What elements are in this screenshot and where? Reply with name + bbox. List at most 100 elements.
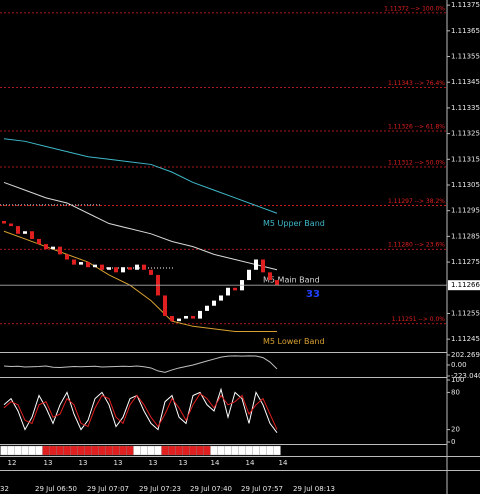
- band-label: M5 Upper Band: [263, 219, 325, 228]
- state-bar: [35, 445, 43, 456]
- state-bar: [231, 445, 239, 456]
- x-tick-label: 13: [44, 459, 53, 467]
- state-bar: [0, 445, 8, 456]
- x-tick-label: 13: [179, 459, 188, 467]
- state-bar: [105, 445, 113, 456]
- state-bar: [210, 445, 218, 456]
- candle: [107, 267, 111, 270]
- candle: [212, 300, 216, 306]
- state-bar: [28, 445, 36, 456]
- candle: [163, 295, 167, 317]
- candle: [58, 246, 62, 255]
- time-label: 29 Jul 06:50: [35, 485, 77, 493]
- fib-label: 1.11372 --> 100.0%: [384, 5, 445, 12]
- state-bar: [84, 445, 92, 456]
- candle: [135, 264, 139, 270]
- state-bar: [154, 445, 162, 456]
- candle: [170, 316, 174, 322]
- series-line: [3, 387, 278, 434]
- y-tick-label: 80: [451, 388, 460, 396]
- state-bar: [49, 445, 57, 456]
- state-bar: [245, 445, 253, 456]
- state-bar: [119, 445, 127, 456]
- state-bar: [112, 445, 120, 456]
- y-tick-label: 1.11285: [451, 232, 480, 240]
- y-tick-label: 1.11245: [451, 335, 480, 343]
- state-bar: [7, 445, 15, 456]
- state-bar: [21, 445, 29, 456]
- candle: [37, 238, 41, 245]
- y-tick-label: 1.11375: [451, 1, 480, 9]
- candle: [268, 272, 272, 281]
- time-label: 29 Jul 07:40: [190, 485, 232, 493]
- y-tick-label: 0: [451, 438, 455, 446]
- candle: [254, 259, 258, 270]
- state-bar: [203, 445, 211, 456]
- state-bar: [77, 445, 85, 456]
- candle: [86, 262, 90, 268]
- candle: [9, 223, 13, 227]
- candle: [233, 287, 237, 291]
- candle: [184, 316, 188, 319]
- y-tick-label: 1.11355: [451, 53, 480, 61]
- state-bar: [14, 445, 22, 456]
- candle: [65, 254, 69, 260]
- candle: [44, 244, 48, 250]
- candle: [2, 220, 6, 224]
- candle: [219, 295, 223, 301]
- candle: [30, 231, 34, 239]
- series-line: [3, 392, 278, 430]
- candle: [198, 310, 202, 319]
- state-bar: [259, 445, 267, 456]
- y-tick-label: 20: [451, 426, 460, 434]
- time-label: 29 Jul 07:07: [87, 485, 129, 493]
- y-tick-label: 1.11255: [451, 309, 480, 317]
- candle: [191, 316, 195, 319]
- y-tick-label: 0.00: [451, 361, 467, 369]
- x-tick-label: 12: [8, 459, 17, 467]
- y-tick-label: 1.11335: [451, 104, 480, 112]
- state-bar: [273, 445, 281, 456]
- candle: [100, 264, 104, 270]
- state-bar: [168, 445, 176, 456]
- y-tick-label: 1.11305: [451, 181, 480, 189]
- candle: [226, 287, 230, 296]
- state-bar: [70, 445, 78, 456]
- y-tick-label: 1.11295: [451, 207, 480, 215]
- state-bar: [91, 445, 99, 456]
- candle: [79, 262, 83, 265]
- state-bar: [266, 445, 274, 456]
- state-bar: [98, 445, 106, 456]
- y-tick-label: 1.11365: [451, 27, 480, 35]
- state-bar: [252, 445, 260, 456]
- candle: [247, 269, 251, 281]
- annotation: 33: [306, 289, 320, 300]
- time-label: 29 Jul 08:13: [293, 485, 335, 493]
- x-tick-label: 13: [79, 459, 88, 467]
- candle: [128, 267, 132, 270]
- time-label: 29 Jul 07:23: [139, 485, 181, 493]
- x-tick-label: 14: [279, 459, 288, 467]
- current-price-label: 1.11266: [451, 281, 480, 289]
- y-tick-label: -223.0409: [451, 372, 480, 380]
- fib-label: 1.11326 --> 61.8%: [388, 124, 445, 131]
- time-label: 32: [0, 485, 9, 493]
- y-tick-label: 100: [451, 376, 464, 384]
- candle: [142, 264, 146, 270]
- state-bar: [217, 445, 225, 456]
- y-tick-label: 1.11315: [451, 155, 480, 163]
- state-bar: [189, 445, 197, 456]
- fib-label: 1.11297 --> 38.2%: [388, 198, 445, 205]
- band-label: M5 Main Band: [263, 275, 320, 284]
- state-bar: [224, 445, 232, 456]
- fib-label: 1.11312 --> 50.0%: [388, 160, 445, 167]
- x-tick-label: 14: [246, 459, 255, 467]
- state-bar: [147, 445, 155, 456]
- candle: [205, 305, 209, 311]
- series-line: [3, 138, 278, 214]
- state-bar: [126, 445, 134, 456]
- state-bar: [182, 445, 190, 456]
- y-tick-label: 1.11325: [451, 130, 480, 138]
